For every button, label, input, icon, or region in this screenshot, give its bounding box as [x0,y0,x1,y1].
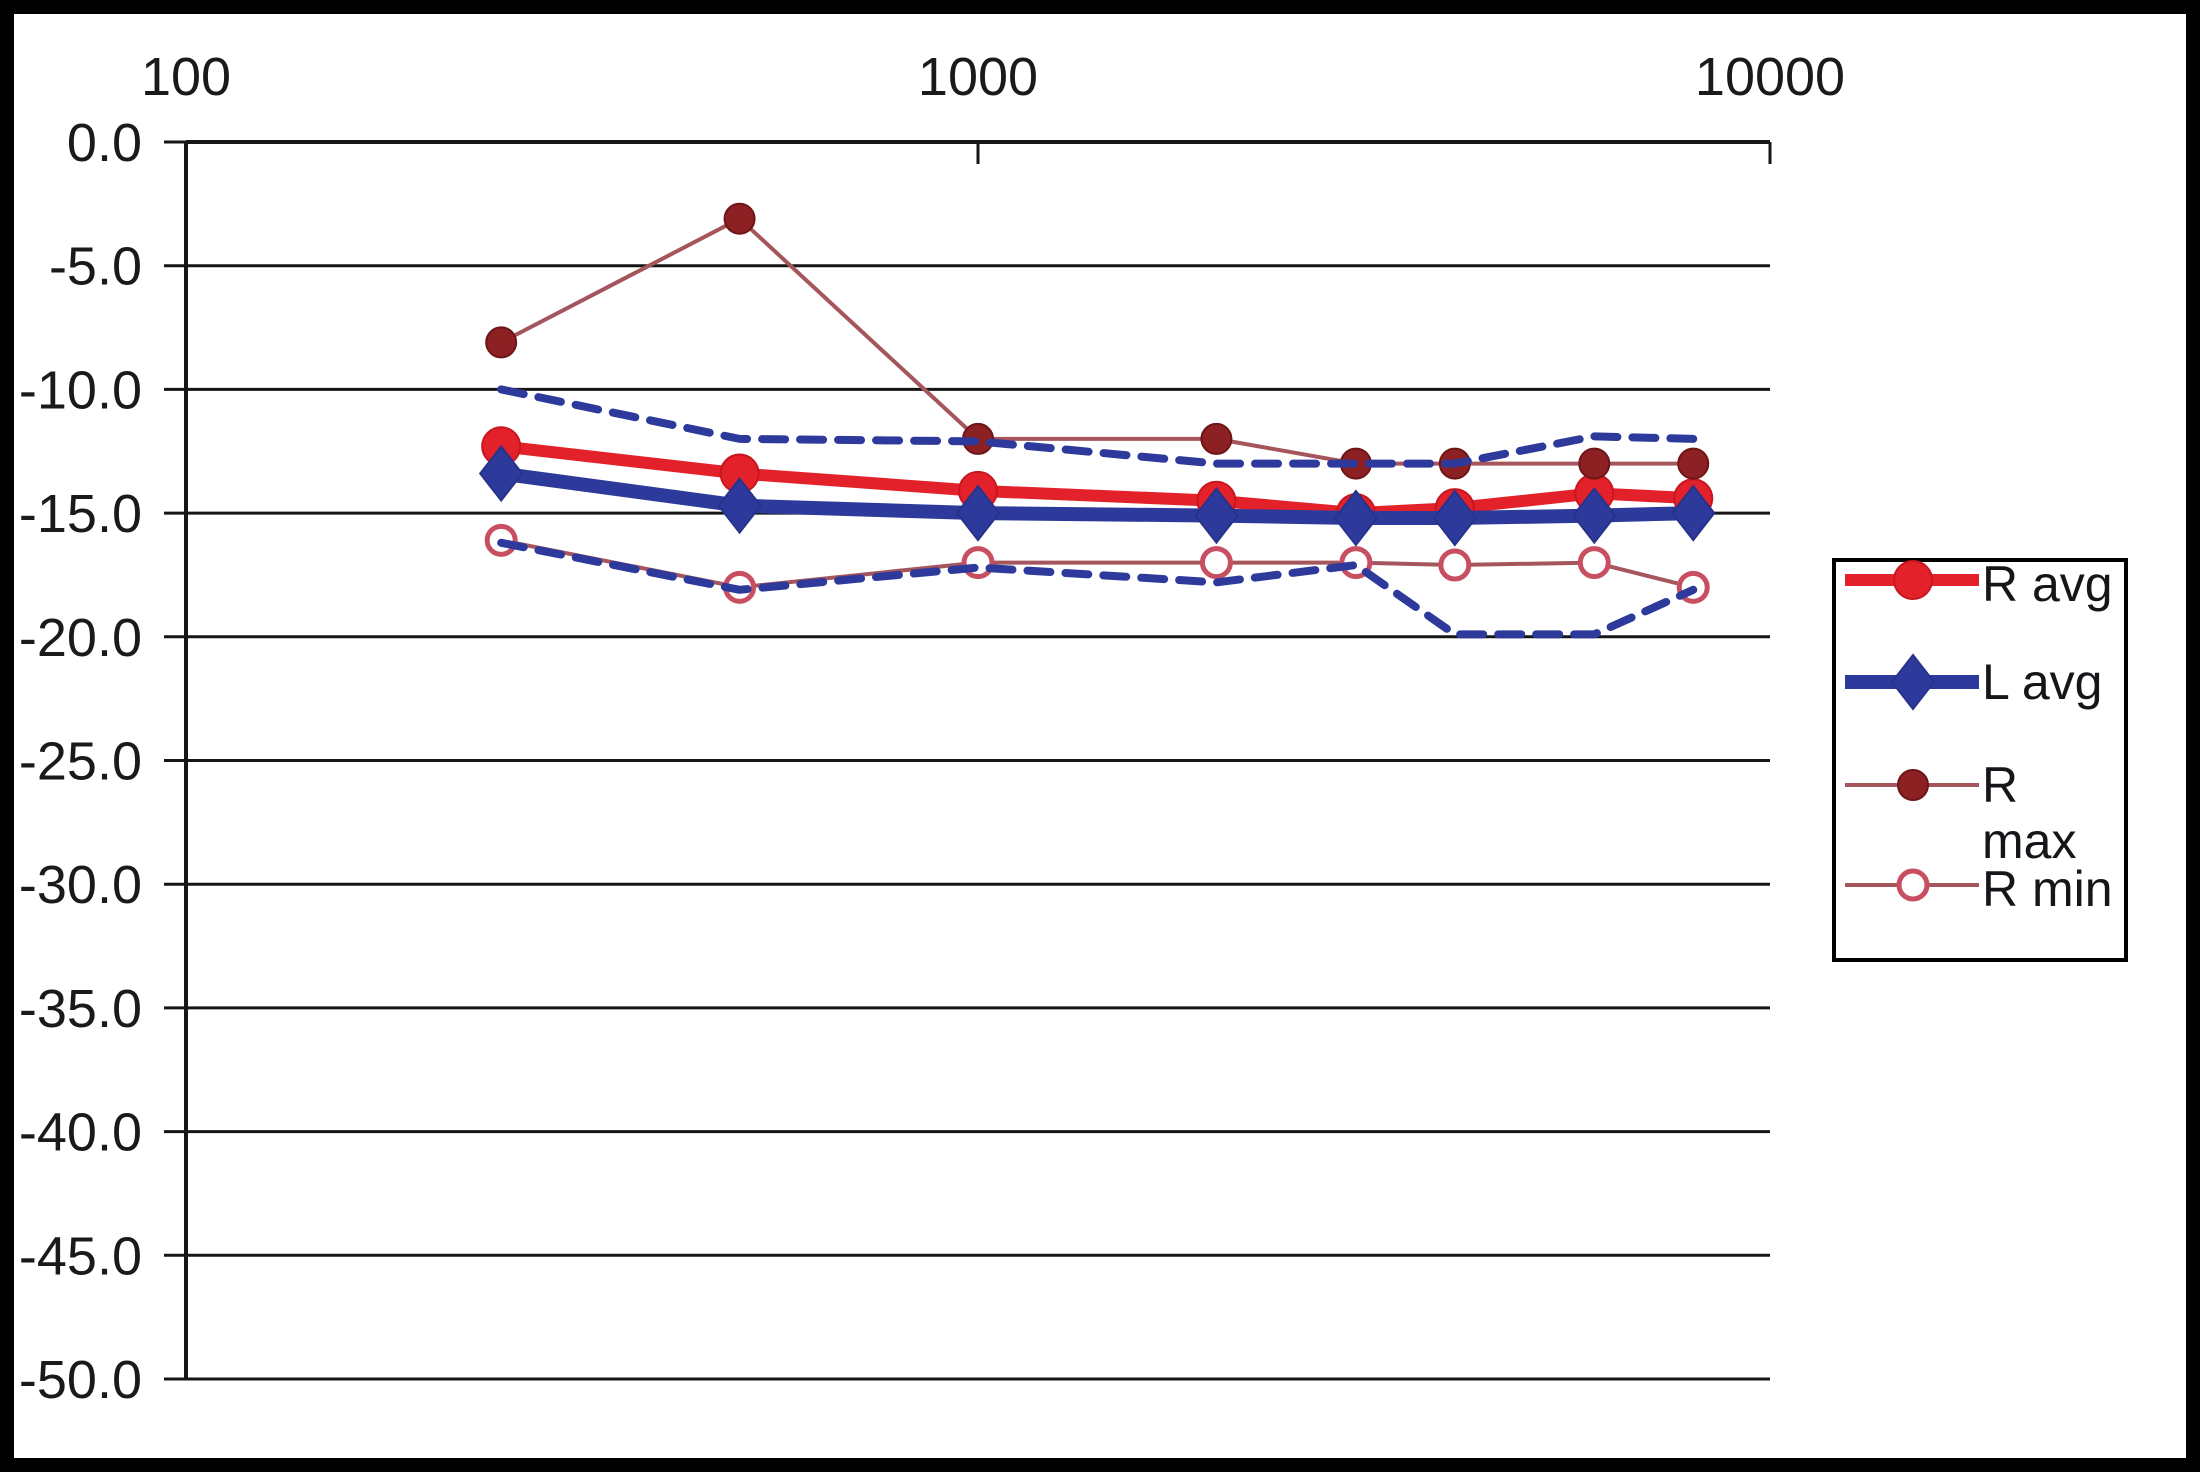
series-l-min [497,538,1698,639]
series-line [494,466,1701,526]
series-marker [1896,868,1930,902]
x-tick-label: 10000 [1695,47,1845,107]
y-tick-label: -35.0 [19,979,142,1039]
y-tick-label: -20.0 [19,608,142,668]
series-marker [1333,489,1379,547]
series-marker [1438,548,1472,582]
series-marker [1578,447,1611,480]
series-marker [1670,484,1716,542]
series-l-avg [478,444,1716,547]
series-marker [478,444,524,503]
legend-label-r-avg: R avg [1982,556,2113,612]
legend-label-r-max: R max [1982,757,2077,869]
series-line [499,538,1696,590]
series-line [497,385,1698,468]
x-tick-label: 1000 [918,47,1038,107]
y-tick-label: -25.0 [19,732,142,792]
series-line [499,216,1696,466]
series-marker [1199,546,1233,580]
series-marker [1890,653,1936,711]
y-tick-label: -45.0 [19,1226,142,1286]
y-tick-label: -15.0 [19,484,142,544]
y-tick-label: -40.0 [19,1103,142,1163]
series-marker [717,477,762,535]
series-marker [1677,447,1710,480]
series-marker [1897,769,1929,801]
series-line [495,440,1700,520]
series-marker [1432,489,1478,547]
series-marker [1572,486,1617,545]
series-marker [1893,560,1933,600]
r-avg-line-marker-icon [1845,560,1979,600]
r-max-line-marker-icon [1845,769,1979,801]
series-marker [955,484,1001,542]
series-r-max [485,202,1710,480]
y-tick-label: -30.0 [19,855,142,915]
y-tick-label: 0.0 [67,113,142,173]
series-line [497,538,1698,639]
legend-label-r-min: R min [1982,861,2113,917]
y-tick-label: -10.0 [19,360,142,420]
r-min-line-marker-icon [1845,868,1979,902]
y-tick-label: -5.0 [49,237,142,297]
series-r-min [484,523,1710,604]
series-l-max [497,385,1698,468]
y-tick-label: -50.0 [19,1350,142,1410]
series-marker [1194,486,1239,545]
legend-label-l-avg: L avg [1982,654,2103,710]
legend: R avg L avg R max R min [1832,556,2128,962]
series-marker [1200,422,1233,455]
series-marker [723,202,756,235]
x-tick-label: 100 [141,47,231,107]
series-marker [1577,546,1611,580]
l-avg-line-marker-icon [1845,653,1979,711]
series-marker [485,326,518,359]
